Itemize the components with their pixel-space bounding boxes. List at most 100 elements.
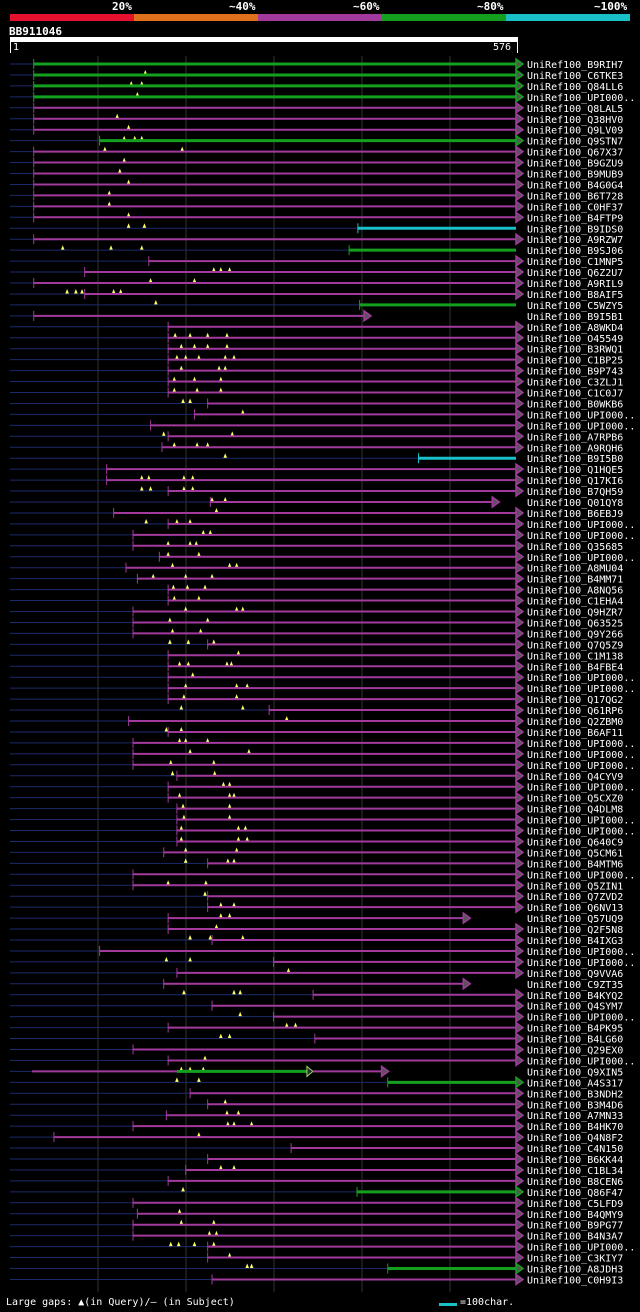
hit-id-label: UniRef100_UPI000..: [527, 816, 635, 827]
hit-id-label: UniRef100_C5LFD9: [527, 1199, 623, 1210]
hit-id-label: UniRef100_UPI000..: [527, 739, 635, 750]
query-gap-marker: [171, 584, 176, 590]
query-gap-marker: [139, 245, 144, 251]
legend-segment-100: [506, 14, 630, 21]
query-gap-marker: [172, 595, 177, 601]
query-gap-marker: [232, 1121, 237, 1127]
hit-end-arrow: [515, 1185, 525, 1199]
query-gap-marker: [181, 814, 186, 820]
hit-end-arrow: [515, 232, 525, 246]
hit-id-label: UniRef100_B4HK70: [527, 1122, 623, 1133]
hit-id-label: UniRef100_UPI000..: [527, 870, 635, 881]
query-gap-marker: [236, 836, 241, 842]
query-gap-marker: [232, 902, 237, 908]
query-gap-marker: [192, 376, 197, 382]
query-gap-marker: [190, 672, 195, 678]
query-gap-marker: [227, 562, 232, 568]
hit-end-arrow: [515, 583, 525, 597]
hit-end-arrow: [515, 134, 525, 148]
query-gap-marker: [212, 770, 217, 776]
query-gap-marker: [234, 606, 239, 612]
query-gap-marker: [284, 716, 289, 722]
hit-id-label: UniRef100_Q5ZIN1: [527, 881, 623, 892]
hit-end-arrow: [515, 802, 525, 816]
hit-end-arrow: [515, 1272, 525, 1286]
query-gap-marker: [118, 289, 123, 294]
query-gap-marker: [188, 748, 193, 754]
hit-id-label: UniRef100_B4N3A7: [527, 1232, 623, 1243]
hit-end-arrow: [515, 703, 525, 717]
legend-segment-60: [258, 14, 382, 21]
hit-id-label: UniRef100_Q84LL6: [527, 82, 623, 93]
query-gap-marker: [167, 617, 172, 623]
hit-end-arrow: [515, 648, 525, 662]
query-gap-marker: [115, 113, 120, 119]
hit-id-label: UniRef100_B3NDH2: [527, 1089, 623, 1100]
query-gap-marker: [181, 475, 186, 481]
query-gap-marker: [181, 803, 186, 809]
hit-end-arrow: [462, 911, 472, 925]
query-gap-marker: [173, 332, 178, 338]
query-gap-marker: [245, 683, 250, 689]
hit-id-label: UniRef100_B3RWQ1: [527, 345, 623, 356]
hit-id-label: UniRef100_Q9VVA6: [527, 969, 623, 980]
query-gap-marker: [170, 770, 175, 776]
hit-id-label: UniRef100_B3M4D6: [527, 1100, 623, 1111]
hit-id-label: UniRef100_B4G0G4: [527, 180, 623, 191]
query-gap-marker: [174, 354, 179, 360]
hit-end-arrow: [515, 145, 525, 159]
query-gap-marker: [240, 935, 245, 941]
legend-label-40: ~40%: [229, 0, 256, 13]
hit-end-arrow: [515, 1152, 525, 1166]
query-gap-marker: [227, 781, 232, 787]
hit-end-arrow: [515, 375, 525, 389]
query-gap-marker: [214, 1230, 219, 1236]
hit-end-arrow: [515, 1119, 525, 1133]
query-gap-marker: [181, 694, 186, 700]
query-gap-marker: [211, 1219, 216, 1225]
hit-id-label: UniRef100_UPI000..: [527, 410, 635, 421]
query-gap-marker: [174, 1077, 179, 1083]
hit-id-label: UniRef100_Q9LV09: [527, 126, 623, 137]
hit-end-arrow: [515, 692, 525, 706]
hit-end-arrow: [363, 309, 373, 323]
query-gap-marker: [224, 332, 229, 338]
hit-id-label: UniRef100_UPI000..: [527, 750, 635, 761]
hit-id-label: UniRef100_A9RZW7: [527, 235, 623, 246]
query-gap-marker: [109, 245, 114, 251]
hit-id-label: UniRef100_Q4DLM8: [527, 805, 623, 816]
hit-id-label: UniRef100_B7QH59: [527, 487, 623, 498]
query-gap-marker: [177, 1208, 182, 1214]
query-gap-marker: [183, 737, 188, 743]
hit-id-label: UniRef100_Q5CM61: [527, 848, 623, 859]
query-gap-marker: [181, 1186, 186, 1192]
query-gap-marker: [168, 759, 173, 765]
query-gap-marker: [142, 223, 147, 229]
query-gap-marker: [117, 168, 122, 174]
hit-id-label: UniRef100_C1MNP5: [527, 257, 623, 268]
hit-end-arrow: [515, 254, 525, 268]
legend-label-60: ~60%: [353, 0, 380, 13]
hit-end-arrow: [515, 1021, 525, 1035]
query-gap-marker: [179, 836, 184, 842]
hit-end-arrow: [515, 867, 525, 881]
query-gap-marker: [196, 1077, 201, 1083]
hit-id-label: UniRef100_A7RPB6: [527, 432, 623, 443]
query-gap-marker: [126, 212, 131, 218]
hit-id-label: UniRef100_UPI000..: [527, 421, 635, 432]
query-gap-marker: [227, 814, 232, 820]
hit-id-label: UniRef100_UPI000..: [527, 520, 635, 531]
query-gap-marker: [208, 529, 213, 535]
query-gap-marker: [243, 825, 248, 831]
hit-end-arrow: [515, 681, 525, 695]
query-gap-marker: [234, 847, 239, 853]
query-gap-marker: [208, 935, 213, 941]
hit-id-label: UniRef100_B4PK95: [527, 1024, 623, 1035]
hit-end-arrow: [515, 856, 525, 870]
query-gap-marker: [214, 508, 219, 513]
hit-id-label: UniRef100_B9P743: [527, 367, 623, 378]
hit-id-label: UniRef100_Q57UQ9: [527, 914, 623, 925]
query-gap-marker: [198, 628, 203, 634]
query-gap-marker: [227, 792, 232, 798]
query-gap-marker: [65, 289, 70, 294]
